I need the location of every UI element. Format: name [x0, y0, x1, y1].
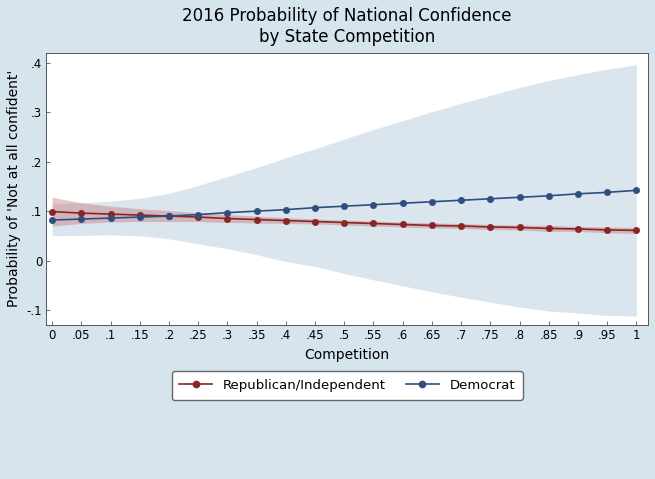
Legend: Republican/Independent, Democrat: Republican/Independent, Democrat [172, 371, 523, 400]
Y-axis label: Probability of 'Not at all confident': Probability of 'Not at all confident' [7, 70, 21, 308]
Title: 2016 Probability of National Confidence
by State Competition: 2016 Probability of National Confidence … [183, 7, 512, 46]
X-axis label: Competition: Competition [305, 348, 390, 362]
